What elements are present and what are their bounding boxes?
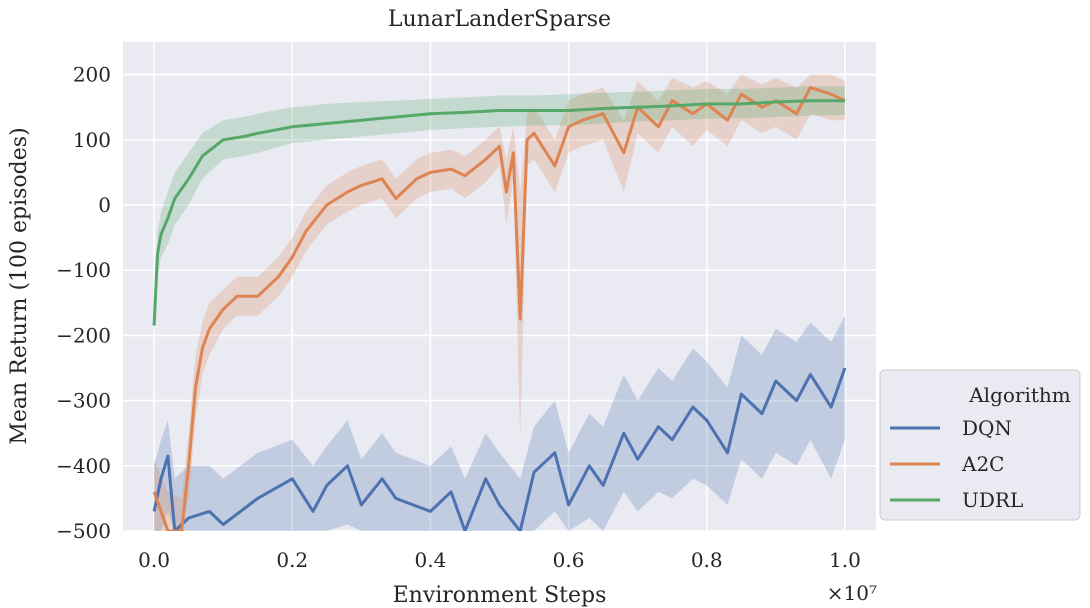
a2c-series-line bbox=[152, 86, 846, 531]
y-tick-label: 0 bbox=[98, 193, 111, 217]
legend-label-a2c: A2C bbox=[961, 452, 1004, 476]
y-tick-label: −400 bbox=[56, 454, 111, 478]
plot-area bbox=[123, 42, 876, 531]
y-tick-label: 100 bbox=[73, 128, 111, 152]
y-tick-label: −300 bbox=[56, 389, 111, 413]
legend-label-dqn: DQN bbox=[962, 416, 1012, 440]
dqn-confidence-band bbox=[154, 315, 845, 531]
x-axis-multiplier: ×10⁷ bbox=[827, 581, 877, 605]
chart-title: LunarLanderSparse bbox=[388, 7, 611, 32]
legend-box bbox=[879, 369, 1081, 521]
udrl-series-line bbox=[152, 99, 845, 326]
dqn-series-line bbox=[152, 367, 847, 531]
udrl-confidence-band bbox=[154, 86, 845, 336]
x-axis-ticks: 0.0 0.2 0.4 0.6 0.8 1.0 bbox=[138, 548, 861, 572]
grid bbox=[123, 42, 876, 532]
y-tick-label: 200 bbox=[73, 63, 111, 87]
legend-label-udrl: UDRL bbox=[962, 488, 1023, 512]
series-lines bbox=[152, 86, 847, 531]
x-tick-label: 0.6 bbox=[553, 548, 585, 572]
x-tick-label: 0.8 bbox=[691, 548, 723, 572]
y-tick-label: −500 bbox=[56, 519, 111, 543]
y-tick-label: −200 bbox=[56, 323, 111, 347]
y-axis-ticks: −500 −400 −300 −200 −100 0 100 200 bbox=[56, 63, 111, 543]
confidence-bands bbox=[154, 74, 845, 531]
x-tick-label: 0.0 bbox=[138, 548, 170, 572]
y-axis-label: Mean Return (100 episodes) bbox=[7, 127, 32, 444]
a2c-confidence-band bbox=[154, 74, 845, 531]
x-tick-label: 0.2 bbox=[276, 548, 308, 572]
y-tick-label: −100 bbox=[56, 258, 111, 282]
x-tick-label: 0.4 bbox=[415, 548, 447, 572]
legend: Algorithm DQN A2C UDRL bbox=[879, 369, 1081, 521]
x-axis-label: Environment Steps bbox=[393, 583, 607, 608]
legend-title: Algorithm bbox=[968, 383, 1071, 407]
x-tick-label: 1.0 bbox=[829, 548, 861, 572]
